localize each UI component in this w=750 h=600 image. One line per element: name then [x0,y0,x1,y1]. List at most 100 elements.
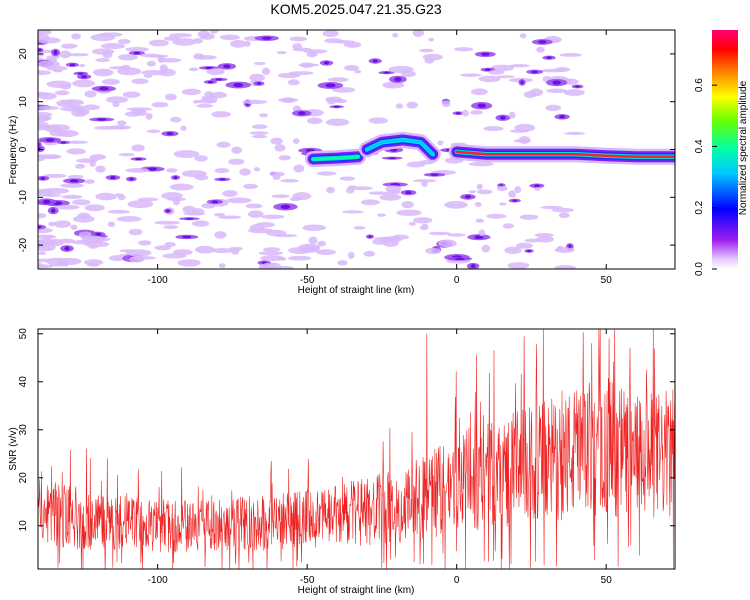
main-trace-bump-core [365,138,435,156]
noise-blob [38,70,52,76]
noise-blob [478,229,486,237]
noise-blob [406,101,419,109]
noise-blob [306,117,323,125]
figure-title: KOM5.2025.047.21.35.G23 [270,1,441,17]
noise-blob [95,192,117,201]
noise-blob [214,231,227,239]
noise-blob [188,67,199,72]
noise-core [383,71,390,74]
snr-x-tick-label: -100 [148,575,168,586]
noise-core [390,183,401,186]
noise-core [147,167,158,171]
noise-core [38,225,42,229]
colorbar-label: Normalized spectral amplitude [738,80,749,215]
noise-core [512,199,518,202]
noise-blob [38,234,56,239]
noise-blob [228,158,245,165]
noise-blob [140,53,161,58]
noise-core [219,178,226,181]
noise-core [499,115,506,120]
snr-y-tick-label: 20 [18,472,29,484]
noise-blob [298,243,321,252]
noise-blob [289,36,308,42]
noise-blob [38,37,61,44]
noise-blob [280,97,296,104]
noise-blob [258,251,284,256]
noise-blob [468,190,477,194]
noise-blob [108,255,126,262]
snr-panel: -100 -50 0 50 10 20 30 40 50 Height of straight… [8,328,676,596]
noise-blob [146,129,161,134]
noise-blob [117,39,131,44]
noise-blob [170,116,182,123]
noise-blob [38,112,53,118]
noise-blob [287,79,300,86]
noise-blob [128,228,143,236]
noise-blob [194,174,209,181]
noise-blob [251,124,268,130]
noise-blob [107,221,116,228]
noise-blob [253,167,261,172]
noise-blob [475,218,485,223]
noise-blob [172,198,181,206]
noise-core [51,208,56,213]
noise-blob [84,241,110,248]
noise-blob [71,199,91,206]
noise-blob [339,176,356,181]
noise-core [575,85,580,88]
noise-blob [191,220,210,227]
noise-blob [346,187,355,194]
noise-blob [70,224,78,230]
snr-x-label: Height of straight line (km) [298,585,415,596]
noise-blob [460,73,482,77]
colorbar-tick-label: 0.0 [694,262,705,276]
noise-blob [502,223,515,229]
noise-blob [66,148,86,155]
noise-blob [38,60,61,68]
noise-core [166,209,170,213]
noise-blob [247,210,264,218]
noise-blob [38,264,54,269]
noise-core [477,103,486,108]
noise-blob [99,32,123,37]
noise-blob [126,107,153,111]
noise-blob [72,79,96,88]
noise-blob [270,137,283,145]
noise-blob [60,43,78,49]
noise-blob [107,125,132,130]
noise-blob [558,212,570,219]
noise-blob [421,181,428,187]
noise-blob [78,231,92,239]
colorbar: 0.0 0.2 0.4 0.6 Normalized spectral amplitu… [694,30,749,276]
noise-blob [163,36,181,41]
noise-blob [126,249,152,257]
noise-blob [60,183,85,188]
noise-blob [326,186,335,194]
noise-blob [219,34,240,41]
noise-blob [510,129,529,133]
noise-blob [507,262,530,269]
noise-blob [75,163,86,169]
noise-blob [206,68,225,76]
noise-blob [177,259,201,267]
noise-blob [316,171,337,176]
noise-blob [317,240,327,247]
noise-blob [272,173,281,181]
noise-core [527,249,531,253]
noise-blob [38,188,54,197]
noise-blob [164,93,177,101]
noise-blob [114,193,124,197]
noise-blob [247,227,274,234]
noise-blob [145,113,153,120]
noise-blob [230,248,240,255]
noise-blob [101,78,120,85]
noise-blob [61,194,83,199]
noise-blob [122,91,141,98]
noise-core [81,75,87,79]
noise-core [40,176,46,180]
noise-core [96,118,107,121]
noise-blob [428,37,435,42]
noise-blob [461,109,469,117]
noise-blob [496,75,515,79]
